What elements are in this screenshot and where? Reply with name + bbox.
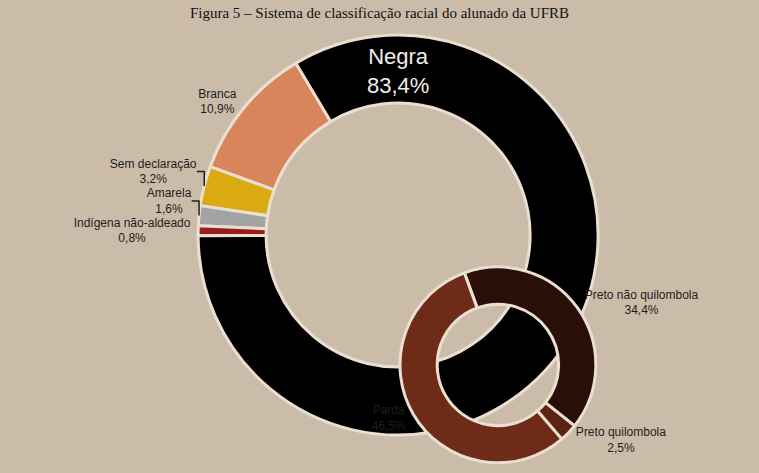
svg-text:Preto quilombola2,5%: Preto quilombola2,5% [576,425,666,455]
svg-text:Indígena não-aldeado0,8%: Indígena não-aldeado0,8% [74,216,191,246]
svg-text:Figura 5 – Sistema de classifi: Figura 5 – Sistema de classificação raci… [190,5,569,21]
svg-text:Amarela1,6%: Amarela1,6% [147,186,192,216]
svg-text:Sem declaração3,2%: Sem declaração3,2% [110,157,197,187]
svg-text:Branca10,9%: Branca10,9% [198,87,236,117]
svg-text:Parda46,5%: Parda46,5% [372,403,406,433]
svg-text:Preto não quilombola34,4%: Preto não quilombola34,4% [585,288,699,318]
svg-text:Negra83,4%: Negra83,4% [367,44,429,98]
